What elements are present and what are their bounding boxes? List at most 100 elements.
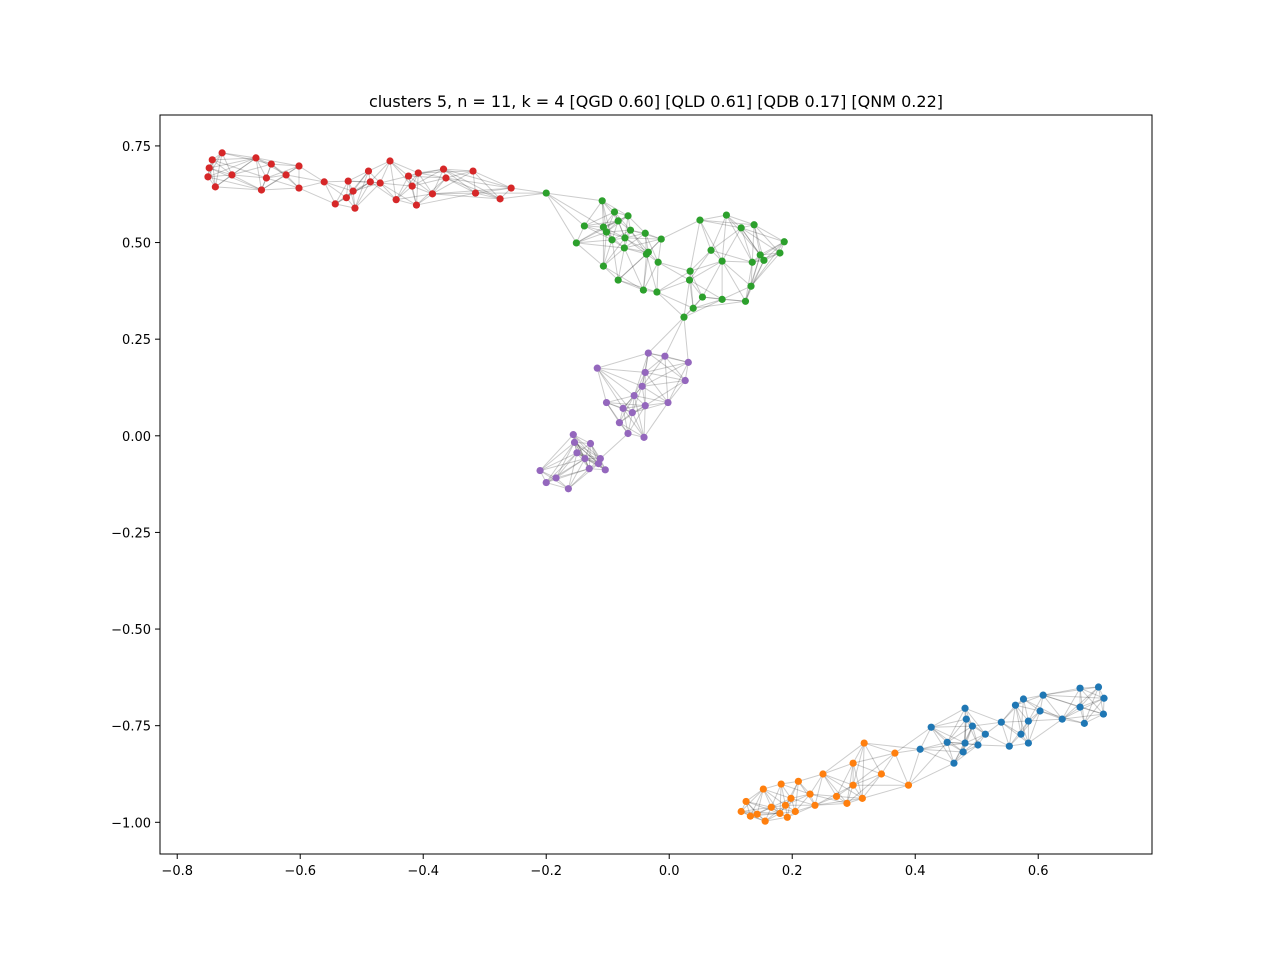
edge — [836, 762, 854, 797]
edge — [1098, 686, 1104, 715]
edge — [261, 187, 300, 191]
node-point — [602, 398, 611, 407]
node-point — [811, 801, 819, 809]
edge — [584, 225, 607, 233]
edge — [907, 749, 921, 786]
edge — [740, 227, 781, 254]
edge — [965, 718, 979, 746]
edge — [964, 719, 967, 744]
edge — [368, 160, 391, 172]
edge — [584, 225, 613, 241]
edge — [656, 279, 690, 293]
edge — [348, 180, 371, 183]
edge — [779, 784, 782, 814]
edge — [606, 402, 620, 423]
edge — [389, 160, 413, 187]
edge — [852, 742, 865, 764]
edge — [603, 237, 626, 267]
node-point — [218, 149, 226, 157]
node-point — [205, 164, 213, 172]
edge — [964, 707, 1002, 723]
node-point — [819, 770, 827, 778]
edge — [407, 175, 417, 206]
edge — [741, 806, 772, 812]
edge — [348, 180, 381, 184]
edge — [745, 800, 781, 814]
node-point — [780, 238, 788, 246]
edge — [617, 251, 649, 281]
node-point — [1099, 710, 1108, 718]
node-point — [641, 402, 649, 410]
edge — [667, 362, 689, 403]
edge — [617, 279, 644, 291]
edge — [443, 168, 512, 189]
node-point — [961, 704, 969, 712]
edge — [576, 452, 606, 471]
edge — [1027, 710, 1041, 744]
edge — [389, 160, 397, 200]
edge — [417, 172, 433, 195]
edge — [721, 260, 752, 287]
y-tick-label: −0.50 — [111, 623, 151, 638]
edge — [721, 215, 727, 262]
node-point — [211, 183, 219, 191]
edge — [601, 200, 604, 228]
edge — [726, 214, 755, 226]
node-point — [542, 478, 550, 487]
node-point — [414, 169, 422, 177]
node-point — [680, 313, 688, 321]
edge — [644, 380, 686, 407]
edge — [395, 175, 409, 200]
edge — [395, 172, 419, 200]
edge — [740, 227, 753, 263]
node-point — [767, 803, 775, 811]
edge — [836, 795, 863, 799]
edge — [209, 157, 257, 169]
node-point — [849, 781, 857, 789]
edge — [722, 260, 753, 263]
edge — [645, 371, 686, 382]
edge — [753, 224, 761, 256]
edge — [689, 279, 723, 300]
node-point — [974, 741, 982, 749]
node-point — [1011, 701, 1020, 709]
edge — [379, 182, 417, 206]
node-point — [621, 234, 629, 242]
edge — [814, 802, 847, 806]
edge — [930, 726, 955, 764]
edge — [962, 719, 967, 753]
edge — [211, 159, 216, 187]
node-point — [858, 794, 866, 802]
edge — [1043, 694, 1105, 699]
edge — [770, 783, 782, 808]
edge — [445, 177, 501, 200]
edge — [445, 177, 476, 194]
edge — [689, 249, 712, 272]
edge — [701, 260, 723, 298]
y-tick-label: 0.00 — [122, 430, 151, 445]
node-point — [376, 179, 384, 187]
edge — [555, 452, 578, 479]
node-point — [681, 376, 689, 385]
edge — [946, 708, 966, 743]
edge — [539, 452, 578, 472]
edge — [576, 231, 607, 244]
edge — [369, 160, 391, 183]
edge — [643, 402, 669, 438]
edge — [750, 254, 761, 287]
edge — [432, 192, 476, 195]
node-point — [685, 276, 694, 284]
edge — [908, 741, 948, 786]
edge — [207, 152, 223, 178]
edge — [977, 744, 1010, 747]
node-point — [552, 474, 560, 482]
edge — [576, 242, 625, 249]
edge — [596, 367, 633, 413]
node-point — [742, 797, 750, 806]
node-point — [598, 197, 606, 205]
edge — [1042, 694, 1104, 715]
edge — [596, 367, 635, 397]
node-point — [585, 465, 593, 473]
edge — [750, 252, 781, 287]
node-point — [1094, 683, 1103, 691]
